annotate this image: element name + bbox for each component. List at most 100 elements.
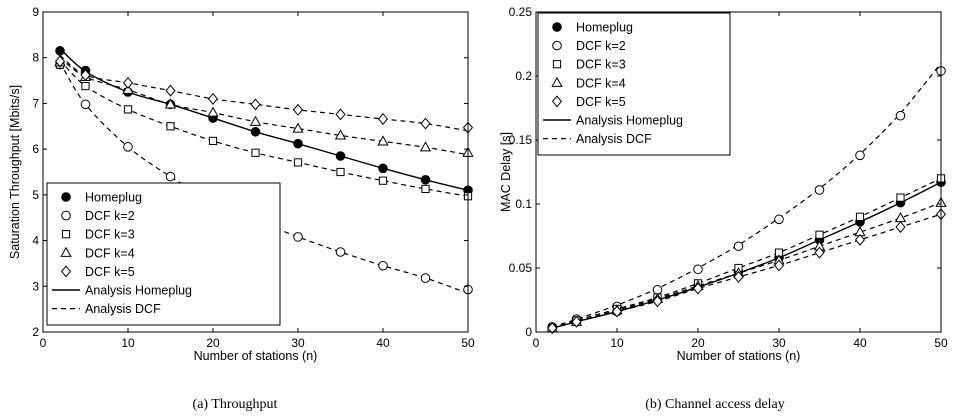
plot-frame [535,11,942,333]
data-point-homeplug [335,151,346,161]
y-tick-label: 9 [32,5,39,19]
legend: Homeplug DCF k=2 DCF k=3 DCF k=4 DCF k=5 Anal… [537,12,731,156]
data-point-dcf-k-2 [420,273,431,283]
legend-marker-dcf-k-2 [61,210,71,221]
legend-label-dcf-k-4: DCF k=4 [85,246,135,260]
series-line-analysis-dcf-3 [59,57,469,156]
y-tick-label: 5 [32,188,39,202]
legend-box [46,182,281,326]
legend-label-dcf-k-3: DCF k=3 [576,58,626,72]
legend-marker-dcf-k-5 [551,95,563,108]
data-point-dcf-k-4 [377,135,389,146]
data-point-homeplug [420,174,431,185]
data-point-dcf-k-4 [334,129,347,140]
series-line-analysis-dcf-2 [59,59,469,197]
legend: Homeplug DCF k=2 DCF k=3 DCF k=4 DCF k=5 Anal… [46,182,281,326]
data-point-dcf-k-4 [292,122,304,133]
data-point-dcf-k-5 [733,270,744,283]
figure-caption: (b) Channel access delay [645,397,785,412]
y-axis-label: Saturation Throughput [Mbits/s] [8,85,22,259]
data-point-dcf-k-5 [814,246,825,259]
data-point-dcf-k-2 [165,171,176,182]
y-tick-label: 8 [32,51,39,65]
x-tick-label: 40 [853,336,867,350]
x-tick-label: 40 [376,336,390,350]
data-point-dcf-k-5 [547,322,558,335]
legend-label-homeplug: Homeplug [576,21,633,35]
data-point-dcf-k-4 [249,115,262,126]
data-point-dcf-k-3 [251,148,260,157]
data-point-dcf-k-2 [693,264,703,275]
x-tick-label: 10 [610,336,624,350]
x-tick-label: 10 [121,336,135,350]
data-point-dcf-k-2 [123,142,133,152]
data-point-dcf-k-5 [250,98,261,111]
legend-label-dcf-k-4: DCF k=4 [576,76,626,90]
legend-box [537,12,731,156]
legend-label-analysis-homeplug: Analysis Homeplug [85,284,192,298]
x-tick-label: 20 [691,336,705,350]
y-tick-label: 0.1 [515,197,532,211]
data-point-dcf-k-4 [207,106,219,117]
data-point-homeplug [55,46,65,56]
legend-label-dcf-k-5: DCF k=5 [85,265,135,279]
legend-marker-dcf-k-4 [60,246,72,257]
data-point-dcf-k-2 [814,185,825,195]
x-tick-label: 30 [772,336,786,350]
data-point-dcf-k-3 [336,167,345,177]
data-point-dcf-k-4 [419,141,432,152]
data-point-dcf-k-5 [335,108,346,121]
data-point-dcf-k-2 [774,214,784,225]
y-tick-label: 3 [32,279,39,293]
data-point-dcf-k-2 [293,232,303,242]
legend-marker-dcf-k-3 [552,60,562,69]
figure-caption: (a) Throughput [193,397,278,412]
legend-label-dcf-k-3: DCF k=3 [85,228,135,242]
data-point-dcf-k-2 [895,110,906,121]
x-tick-label: 50 [461,336,475,350]
y-tick-label: 0.15 [509,133,533,147]
data-point-dcf-k-4 [894,212,907,223]
legend-label-homeplug: Homeplug [85,191,142,205]
series-line-analysis-dcf-3 [552,202,942,329]
data-point-dcf-k-5 [165,84,176,97]
legend-label-dcf-k-2: DCF k=2 [85,209,135,223]
legend-label-analysis-homeplug: Analysis Homeplug [576,114,683,128]
legend-marker-homeplug [552,22,562,32]
data-point-dcf-k-3 [123,105,133,114]
data-point-homeplug [293,138,303,149]
chart-panel-2: 0 10 20 30 40 50 0 0.05 0.1 0.15 0.2 0.25 Number of … [499,5,948,412]
data-point-dcf-k-3 [896,193,905,202]
data-point-homeplug [250,126,261,137]
x-tick-label: 20 [206,336,220,350]
y-tick-label: 0.25 [509,5,533,19]
y-tick-label: 0 [525,325,532,339]
data-point-dcf-k-5 [692,282,704,295]
data-point-dcf-k-3 [293,158,303,167]
data-point-dcf-k-5 [571,315,582,328]
y-axis-label: MAC Delay [s] [499,132,513,212]
y-tick-label: 4 [32,234,39,248]
legend-marker-dcf-k-2 [552,40,562,51]
data-point-dcf-k-2 [733,241,744,252]
data-point-dcf-k-3 [378,176,388,185]
x-tick-label: 0 [40,336,47,350]
data-point-dcf-k-5 [854,233,866,246]
legend-marker-dcf-k-4 [551,76,563,87]
data-point-dcf-k-3 [855,212,865,221]
data-point-dcf-k-4 [122,83,134,94]
data-point-dcf-k-3 [81,81,90,91]
legend-marker-dcf-k-5 [60,265,72,278]
x-axis-label: Number of stations (n) [677,349,801,363]
data-point-dcf-k-2 [855,150,865,161]
series-line-analysis-dcf-4 [59,54,469,132]
data-point-dcf-k-2 [378,260,388,271]
data-point-dcf-k-5 [652,295,663,308]
x-tick-label: 50 [934,336,948,350]
data-point-dcf-k-3 [421,184,430,194]
y-tick-label: 6 [32,142,39,156]
data-point-homeplug [378,163,388,174]
chart-panel-1: 0 10 20 30 40 50 2 3 4 5 6 7 8 9 Number of stations (n… [8,5,475,412]
data-point-dcf-k-5 [207,92,219,105]
